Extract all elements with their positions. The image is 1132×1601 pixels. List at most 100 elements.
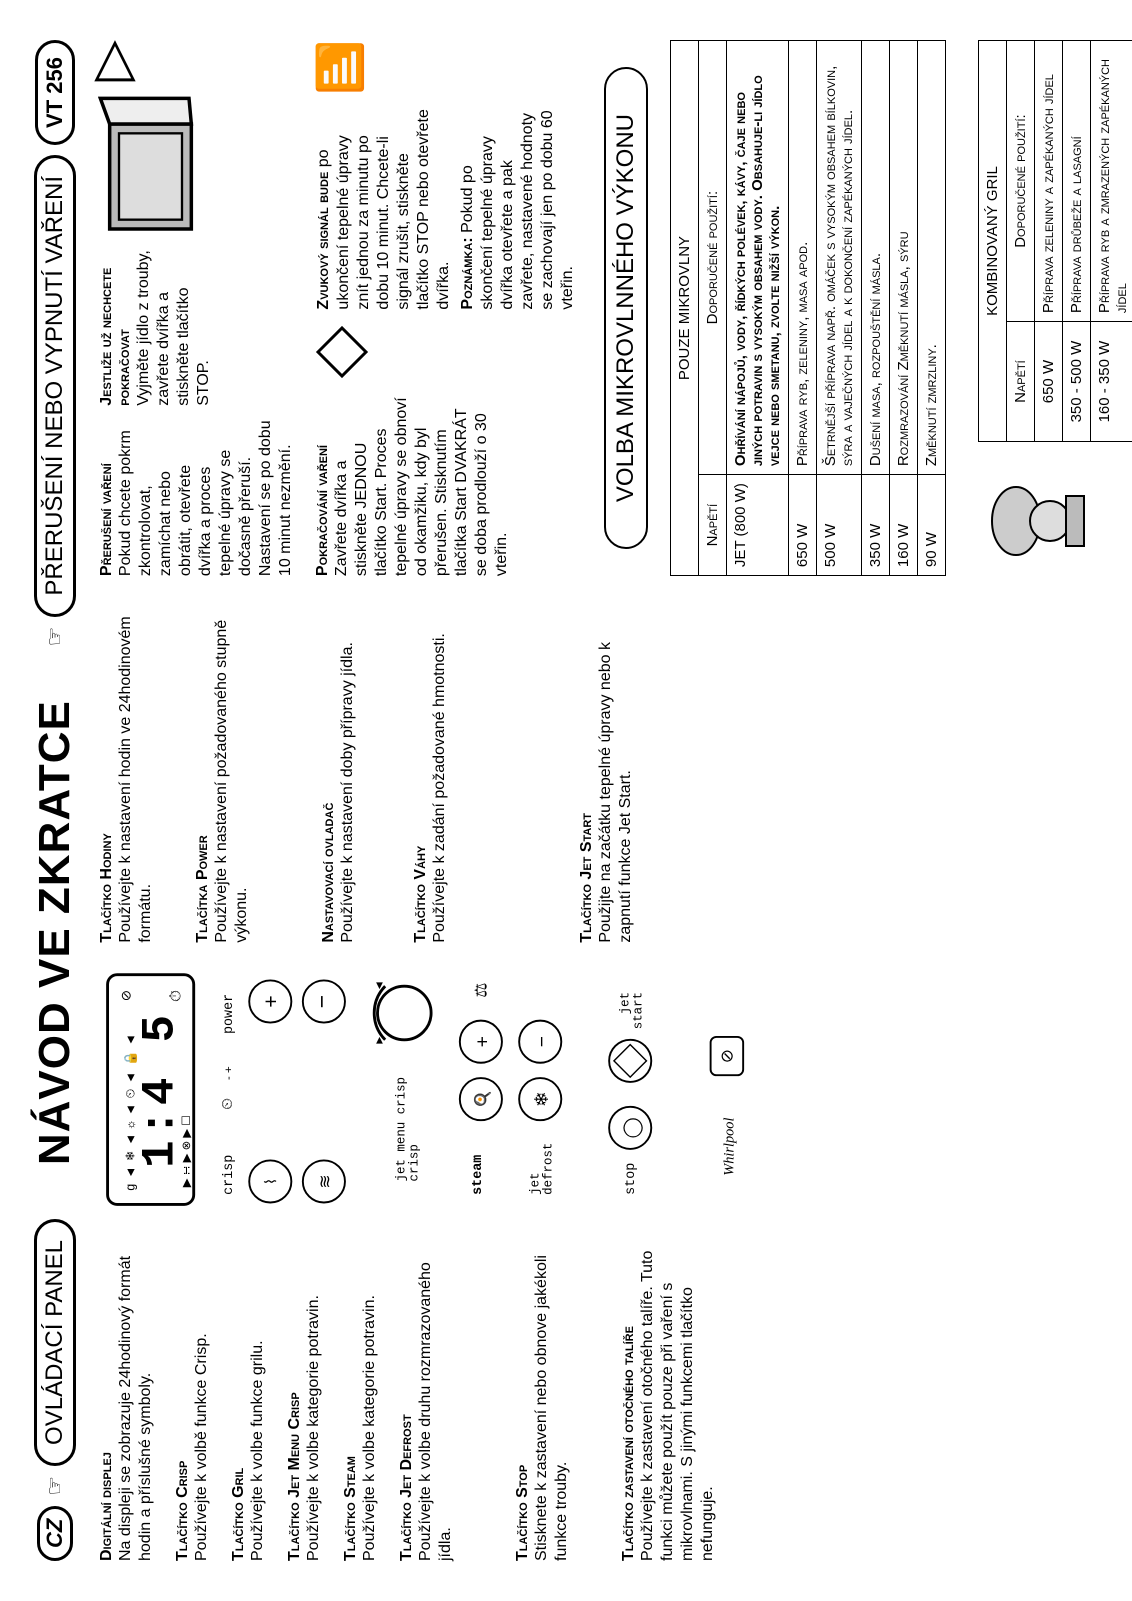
- panel-pill: OVLÁDACÍ PANEL: [34, 1219, 76, 1466]
- combi-grill-table: KOMBINOVANÝ GRIL Napětí Doporučené použi…: [978, 40, 1132, 442]
- svg-text:▶ ∺ ▶ ⊗ ▶ ☐: ▶ ∺ ▶ ⊗ ▶ ☐: [181, 1115, 193, 1187]
- mw-r2-p: 500 W: [817, 475, 862, 576]
- r2b-body1: po ukončení tepelné úpravy znít jednou z…: [315, 109, 452, 309]
- mw-only-header: POUZE MIKROVLNY: [671, 41, 699, 576]
- r1b-body: Vyjměte jídlo z trouby, zavřete dvířka a…: [134, 250, 214, 406]
- svg-text:⏲: ⏲: [219, 1097, 236, 1109]
- mid-column: Tlačítko Hodiny Používejte k nastavení h…: [98, 598, 1132, 943]
- svg-text:+: +: [260, 995, 283, 1007]
- panel-column: g ◄ ❄ ◄ ☼ ◄ ⏲ ◄ 🔒 ◄ ⊘ 1:4 5 ⏱ ▶ ∺ ▶ ⊗ ▶ …: [98, 965, 1132, 1214]
- svg-text:+: +: [473, 1036, 494, 1047]
- mw-r3-p: 350 W: [862, 475, 890, 576]
- left-2-body: Používejte k volbe funkce grilu.: [248, 1236, 268, 1561]
- r1b-title: Jestliže už nechcete pokračovat: [98, 250, 134, 406]
- volba-pill: VOLBA MIKROVLNNÉHO VÝKONU: [604, 67, 648, 549]
- r2-title: Pokračování vaření: [314, 394, 332, 577]
- svg-text:crisp: crisp: [222, 1154, 237, 1194]
- mw-r2-u: Šetrnější příprava např. omáček s vysoký…: [817, 41, 862, 475]
- mw-r5-p: 90 W: [918, 475, 946, 576]
- mw-r1-u: Příprava ryb, zeleniny, masa apod.: [789, 41, 817, 475]
- left-5-title: Tlačítko Jet Defrost: [398, 1236, 416, 1561]
- mid-0-body: Používejte k nastavení hodin ve 24hodino…: [116, 598, 156, 943]
- svg-text:⊘: ⊘: [717, 1048, 737, 1062]
- r2b-title: Zvukový signál bude: [315, 172, 332, 310]
- mw-use-col: Doporučené použití:: [699, 41, 727, 475]
- right-column: Přerušení vaření Pokud chcete pokrm zkon…: [98, 40, 1132, 576]
- svg-text:start: start: [632, 991, 646, 1028]
- oven-icon: [98, 96, 208, 236]
- left-3-body: Používejte k volbe kategorie potravin.: [304, 1236, 324, 1561]
- g-r1-p: 350 - 500 W: [1063, 322, 1091, 442]
- g-r0-u: Příprava zeleniny a zapékaných jídel: [1035, 41, 1063, 322]
- svg-text:crisp: crisp: [408, 1144, 422, 1181]
- svg-text:steam: steam: [471, 1154, 486, 1194]
- page-title: NÁVOD VE ZKRATCE: [30, 656, 80, 1209]
- g-r1-u: Příprava drůbeže a lasagní: [1063, 41, 1091, 322]
- svg-text:◂: ◂: [371, 982, 386, 989]
- grill-use-col: Doporučené použití:: [1007, 41, 1035, 322]
- cz-badge: CZ: [37, 1506, 73, 1561]
- left-4-body: Používejte k volbe kategorie potravin.: [360, 1236, 380, 1561]
- r2b-note-b: Pokud po skončení tepelné úpravy dvířka …: [459, 110, 576, 309]
- svg-text:jet menu crisp: jet menu crisp: [394, 1077, 408, 1182]
- mid-2-body: Používejte k nastavení doby přípravy jíd…: [338, 598, 358, 943]
- hand-icon-left: ☞: [42, 1476, 68, 1496]
- mid-1-title: Tlačítka Power: [194, 598, 212, 943]
- g-r2-u: Příprava ryb a zmrazených zapékaných jíd…: [1091, 41, 1132, 322]
- svg-text:jet: jet: [618, 991, 632, 1013]
- control-panel-svg: g ◄ ❄ ◄ ☼ ◄ ⏲ ◄ 🔒 ◄ ⊘ 1:4 5 ⏱ ▶ ∺ ▶ ⊗ ▶ …: [98, 965, 883, 1214]
- left-0-body: Na displeji se zobrazuje 24hodinový form…: [116, 1236, 156, 1561]
- svg-text:−: −: [532, 1036, 553, 1047]
- mw-r4-p: 160 W: [890, 475, 918, 576]
- svg-text:🍳: 🍳: [474, 1089, 492, 1108]
- mw-r0-u: Ohřívání nápojů, vody, řídkých polévek, …: [727, 41, 789, 475]
- mw-r3-u: Dušení masa, rozpouštění másla.: [862, 41, 890, 475]
- svg-text:1:4 5: 1:4 5: [135, 1011, 187, 1168]
- left-1-body: Používejte k volbě funkce Crisp.: [192, 1236, 212, 1561]
- left-bottom-body: Používejte k zastavení otočného talíře. …: [638, 1236, 718, 1561]
- left-column: Digitální displej Na displeji se zobrazu…: [98, 1236, 1132, 1561]
- interrupt-pill: PŘERUŠENÍ NEBO VYPNUTÍ VAŘENÍ: [34, 155, 76, 617]
- svg-text:❄: ❄: [532, 1091, 553, 1107]
- svg-text:≋: ≋: [315, 1174, 335, 1188]
- play-icon: ▷: [98, 40, 125, 82]
- grill-power-col: Napětí: [1007, 322, 1035, 442]
- r2-body: Zavřete dvířka a stiskněte JEDNOU tlačít…: [332, 394, 512, 577]
- svg-text:stop: stop: [624, 1162, 639, 1194]
- grill-header: KOMBINOVANÝ GRIL: [979, 41, 1007, 442]
- hand-icon-right: ☞: [42, 627, 68, 647]
- svg-text:jet: jet: [528, 1172, 542, 1194]
- left-0-title: Digitální displej: [98, 1236, 116, 1561]
- g-r0-p: 650 W: [1035, 322, 1063, 442]
- mid-0-title: Tlačítko Hodiny: [98, 598, 116, 943]
- left-1-title: Tlačítko Crisp: [174, 1236, 192, 1561]
- svg-text:Whirlpool: Whirlpool: [722, 1117, 738, 1175]
- mid-2-title: Nastavovací ovladač: [320, 598, 338, 943]
- mw-r0-p: JET (800 W): [727, 475, 789, 576]
- mw-r5-u: Změknutí zmrzliny.: [918, 41, 946, 475]
- mid-4-body: Použijte na začátku tepelné úpravy nebo …: [596, 598, 636, 943]
- r2b-note-t: Poznámka:: [459, 237, 476, 309]
- left-6-body: Stisknete k zastavení nebo obnove jakéko…: [532, 1236, 572, 1561]
- model-badge: VT 256: [35, 40, 75, 145]
- jetstart-diamond-icon: [314, 324, 375, 380]
- svg-text:−: −: [309, 994, 335, 1007]
- left-5-body: Používejte k volbe druhu rozmrazovaného …: [416, 1236, 456, 1561]
- g-r2-p: 160 - 350 W: [1091, 322, 1132, 442]
- svg-text:◯: ◯: [622, 1117, 643, 1138]
- left-6-title: Tlačítko Stop: [514, 1236, 532, 1561]
- left-bottom-title: Tlačítko zastavení otočného talíře: [620, 1236, 638, 1561]
- svg-text:⏱: ⏱: [167, 990, 184, 1002]
- mid-3-body: Používejte k zadání požadované hmotnosti…: [430, 598, 450, 943]
- mid-1-body: Používejte k nastavení požadovaného stup…: [212, 598, 252, 943]
- svg-text:defrost: defrost: [542, 1142, 556, 1194]
- r1-body: Pokud chcete pokrm zkontrolovat, zamícha…: [116, 420, 296, 576]
- svg-text:⌇: ⌇: [263, 1177, 280, 1184]
- mw-r4-u: Rozmrazování Změknutí másla, sýru: [890, 41, 918, 475]
- microwave-only-table: POUZE MIKROVLNY Napětí Doporučené použit…: [670, 40, 946, 576]
- mw-r1-p: 650 W: [789, 475, 817, 576]
- svg-text:power: power: [222, 993, 237, 1033]
- left-3-title: Tlačítko Jet Menu Crisp: [286, 1236, 304, 1561]
- r1-title: Přerušení vaření: [98, 420, 116, 576]
- sound-wave-icon: 📶: [313, 41, 368, 93]
